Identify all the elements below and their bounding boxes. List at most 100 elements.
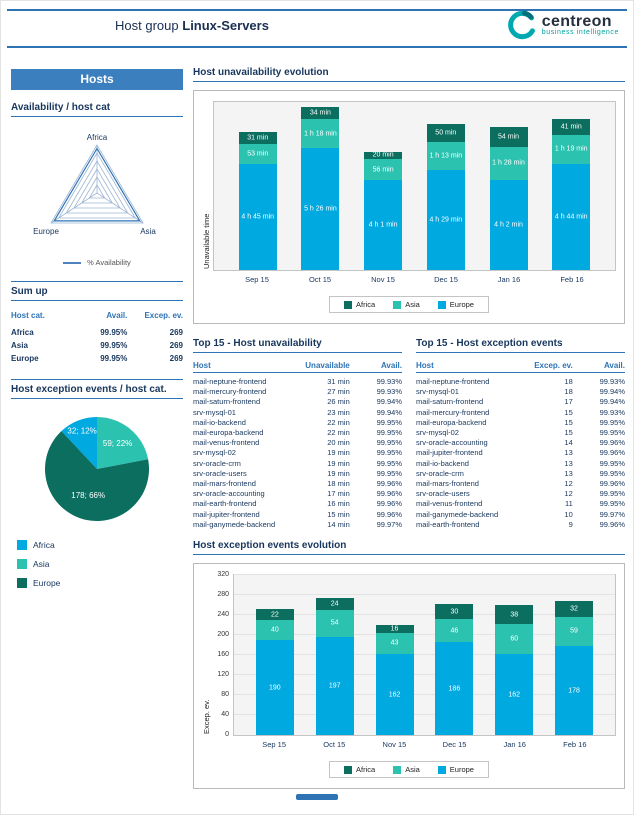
y-tick-label: 280 <box>217 591 229 599</box>
table-row: srv-mysql-01 23 min 99.94% <box>193 407 402 417</box>
availability-heading: Availability / host cat <box>11 102 183 117</box>
segment-africa: 30 <box>435 604 474 620</box>
y-tick-label: 200 <box>217 631 229 639</box>
page-title-prefix: Host group <box>115 18 179 33</box>
logo-tagline: business intelligence <box>541 29 619 36</box>
plot-area: 31 min 53 min 4 h 45 min 34 min 1 h 18 min 5 … <box>213 101 616 271</box>
sidebar: Hosts Availability / host cat Africa Eur… <box>11 69 183 597</box>
col-host: Host <box>193 361 211 370</box>
radar-legend-line-swatch <box>63 261 82 264</box>
y-tick-label: 80 <box>221 691 229 699</box>
x-tick-label: Jan 16 <box>503 740 526 750</box>
segment-europe: 4 h 29 min <box>426 169 465 270</box>
x-tick-label: Sep 15 <box>262 740 287 750</box>
y-tick-label: 40 <box>221 711 229 719</box>
bar-oct-15: 34 min 1 h 18 min 5 h 26 min <box>301 106 340 270</box>
table-row: mail-io-backend 13 99.95% <box>416 458 625 468</box>
pie-legend-item-asia: Asia <box>17 559 183 569</box>
centreon-logo-mark <box>507 10 535 40</box>
legend-item-europe: Europe <box>437 300 474 309</box>
segment-europe: 186 <box>435 642 474 736</box>
top15-tables: Top 15 - Host unavailability Host Unavai… <box>193 338 625 530</box>
exception-events-pie-chart: 32; 12% 59; 22% 178; 66% <box>45 417 150 521</box>
segment-europe: 5 h 26 min <box>301 148 340 270</box>
segment-africa: 34 min <box>301 106 340 120</box>
page-footer-marker <box>296 794 338 800</box>
radar-gridlines <box>50 144 144 224</box>
gridline <box>234 694 615 696</box>
table-row: srv-oracle-accounting 14 99.96% <box>416 438 625 448</box>
sumup-col-avail: Avail. <box>106 311 128 320</box>
top-exception-table: Top 15 - Host exception events Host Exce… <box>416 338 625 530</box>
table-row: mail-saturn-frontend 26 min 99.94% <box>193 397 402 407</box>
segment-asia: 1 h 13 min <box>426 142 465 170</box>
page-title-hostgroup: Linux-Servers <box>182 18 269 33</box>
top-exception-title: Top 15 - Host exception events <box>416 338 625 353</box>
segment-africa: 38 <box>495 605 534 625</box>
table-row: srv-mysql-01 18 99.94% <box>416 387 625 397</box>
segment-asia: 46 <box>435 619 474 643</box>
segment-europe: 4 h 2 min <box>489 179 528 270</box>
x-tick-label: Jan 16 <box>497 275 521 284</box>
table-row: mail-venus-frontend 11 99.95% <box>416 499 625 509</box>
pie-slice-label: 32; 12% <box>67 426 96 435</box>
table-row: mail-jupiter-frontend 13 99.96% <box>416 448 625 458</box>
table-header-row: Host Unavailable Avail. <box>193 361 402 373</box>
header-rule-top <box>7 9 627 11</box>
legend-item-europe: Europe <box>437 765 474 774</box>
page-title: Host group Linux-Servers <box>1 18 383 33</box>
chart-legend: Africa Asia Europe <box>329 296 489 313</box>
bar-jan-16: 54 min 1 h 28 min 4 h 2 min <box>489 126 528 270</box>
y-axis-label: Excep. ev. <box>202 699 211 735</box>
bar-nov-15: 20 min 56 min 4 h 1 min <box>364 151 403 270</box>
segment-europe: 4 h 44 min <box>552 163 591 270</box>
radar-legend-label: % Availability <box>87 258 131 267</box>
x-tick-label: Nov 15 <box>371 275 395 284</box>
bars: 22 40 190 24 54 197 16 43 162 30 46 186 38 60 162 32 59 1… <box>234 575 615 736</box>
table-row: mail-mercury-frontend 27 min 99.93% <box>193 387 402 397</box>
segment-africa: 22 <box>255 609 294 621</box>
logo-text: centreon business intelligence <box>541 14 619 37</box>
table-row: mail-saturn-frontend 17 99.94% <box>416 397 625 407</box>
bar-jan-16: 38 60 162 <box>495 605 534 736</box>
bar-dec-15: 50 min 1 h 13 min 4 h 29 min <box>426 123 465 270</box>
table-header-row: Host Excep. ev. Avail. <box>416 361 625 373</box>
legend-swatch <box>437 300 446 309</box>
pie-slice-label: 59; 22% <box>103 439 132 448</box>
table-row: mail-ganymede-backend 10 99.97% <box>416 509 625 519</box>
bar-feb-16: 41 min 1 h 19 min 4 h 44 min <box>552 119 591 270</box>
pie-slice-africa <box>61 417 97 469</box>
sumup-heading: Sum up <box>11 281 183 301</box>
bar-nov-15: 16 43 162 <box>375 624 414 736</box>
legend-swatch <box>393 300 402 309</box>
legend-item-asia: Asia <box>393 300 420 309</box>
segment-africa: 41 min <box>552 119 591 135</box>
table-row: mail-europa-backend 22 min 99.95% <box>193 428 402 438</box>
hosts-banner: Hosts <box>11 69 183 90</box>
table-row: mail-earth-frontend 9 99.96% <box>416 519 625 529</box>
radar-axis-africa: Africa <box>87 133 108 142</box>
segment-europe: 197 <box>315 636 354 736</box>
gridline <box>234 674 615 676</box>
x-axis-labels: Sep 15 Oct 15 Nov 15 Dec 15 Jan 16 Feb 16 <box>213 275 616 284</box>
pie-slice-asia <box>97 417 149 469</box>
radar-legend: % Availability <box>11 258 183 267</box>
table-row: mail-io-backend 22 min 99.95% <box>193 417 402 427</box>
y-tick-label: 240 <box>217 611 229 619</box>
bar-sep-15: 31 min 53 min 4 h 45 min <box>238 132 277 270</box>
legend-swatch <box>17 540 27 550</box>
bar-oct-15: 24 54 197 <box>315 597 354 736</box>
table-row: mail-mars-frontend 18 min 99.96% <box>193 479 402 489</box>
segment-asia: 59 <box>555 616 594 647</box>
table-row: mail-neptune-frontend 18 99.93% <box>416 377 625 386</box>
y-tick-label: 320 <box>217 571 229 579</box>
x-tick-label: Oct 15 <box>323 740 346 750</box>
table-row: mail-ganymede-backend 14 min 99.97% <box>193 519 402 529</box>
table-row: srv-mysql-02 19 min 99.95% <box>193 448 402 458</box>
segment-asia: 40 <box>255 620 294 641</box>
excep-evolution-chart: Excep. ev. 0 40 80 120 160 200 240 280 320 22 40 1… <box>193 563 625 790</box>
segment-asia: 43 <box>375 632 414 655</box>
segment-europe: 4 h 45 min <box>238 163 277 270</box>
bar-feb-16: 32 59 178 <box>555 600 594 736</box>
table-body: mail-neptune-frontend 18 99.93% srv-mysql-0… <box>416 377 625 530</box>
